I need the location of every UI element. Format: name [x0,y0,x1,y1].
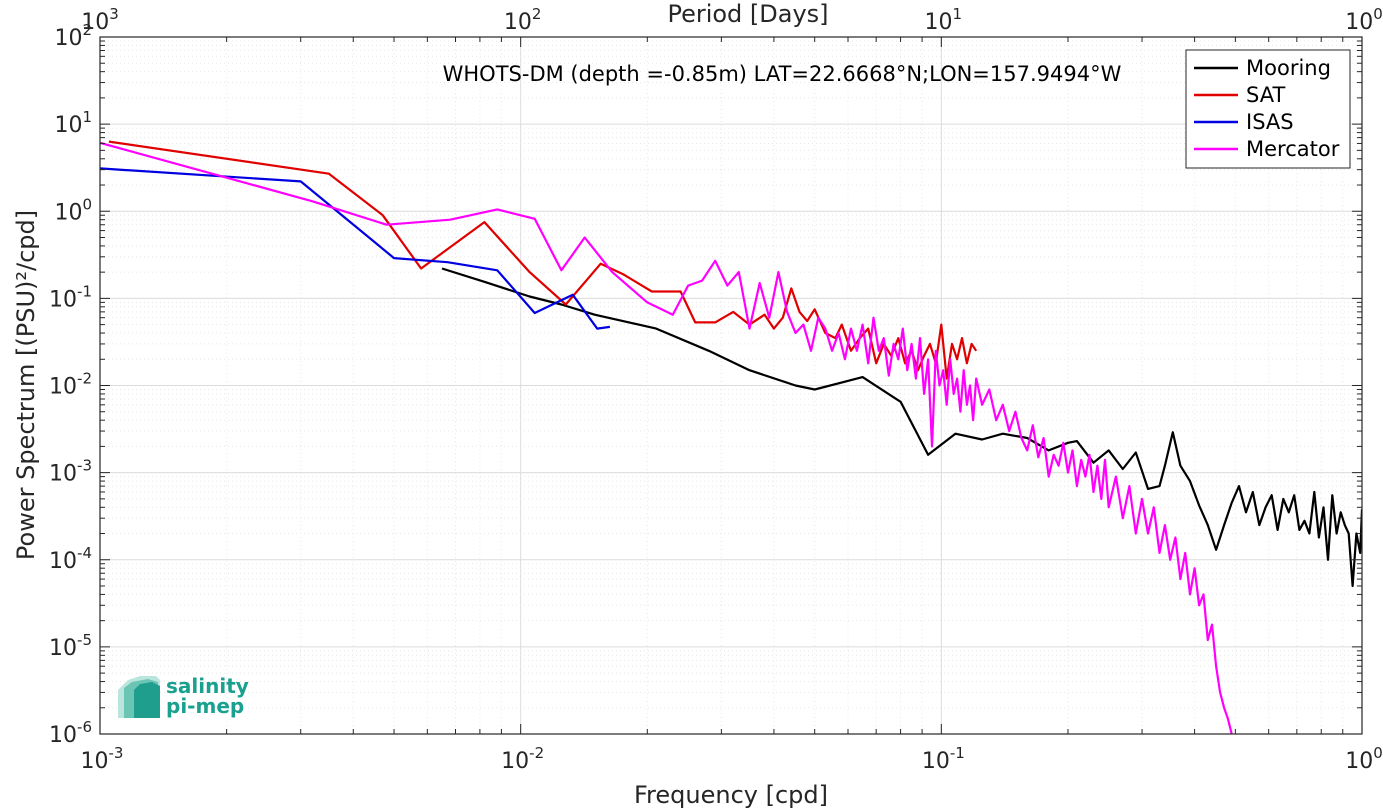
legend-label-mooring: Mooring [1246,56,1331,80]
x-tick-label: 10-1 [922,744,965,774]
series-line-mooring [441,267,1362,588]
chart-title: WHOTS-DM (depth =-0.85m) LAT=22.6668°N;L… [443,62,1122,86]
logo-shape-front [134,682,160,718]
y-tick-label: 102 [54,21,92,51]
y-tick-label: 10-6 [49,718,92,748]
x2-tick-label: 102 [504,5,542,35]
salinity-pi-mep-logo: salinity pi-mep [118,674,249,718]
y-tick-label: 10-1 [49,282,92,312]
x2-axis-label: Period [Days] [667,0,828,28]
legend-label-isas: ISAS [1246,110,1294,134]
y-tick-label: 10-3 [49,457,92,487]
y-tick-label: 100 [54,195,92,225]
legend: Mooring SAT ISAS Mercator [1185,49,1351,169]
y-tick-label: 101 [54,108,92,138]
logo-text-line1: salinity [166,674,249,698]
x-axis-label: Frequency [cpd] [634,781,828,809]
y-tick-label: 10-5 [49,631,92,661]
y-tick-label: 10-2 [49,370,92,400]
x-tick-label: 10-2 [501,744,544,774]
y-axis-label: Power Spectrum [(PSU)²/cpd] [12,210,40,560]
x2-tick-label: 103 [81,5,119,35]
x2-tick-label: 101 [925,5,963,35]
series-line-mercator [100,141,1233,734]
series-line-sat [108,140,978,380]
x-tick-label: 10-3 [81,744,124,774]
logo-text-line2: pi-mep [166,694,244,718]
x-tick-label: 100 [1345,744,1383,774]
legend-label-sat: SAT [1246,83,1285,107]
y-tick-label: 10-4 [49,544,92,574]
legend-label-mercator: Mercator [1246,137,1340,161]
series-lines [100,140,1362,734]
x2-tick-label: 100 [1345,5,1383,35]
